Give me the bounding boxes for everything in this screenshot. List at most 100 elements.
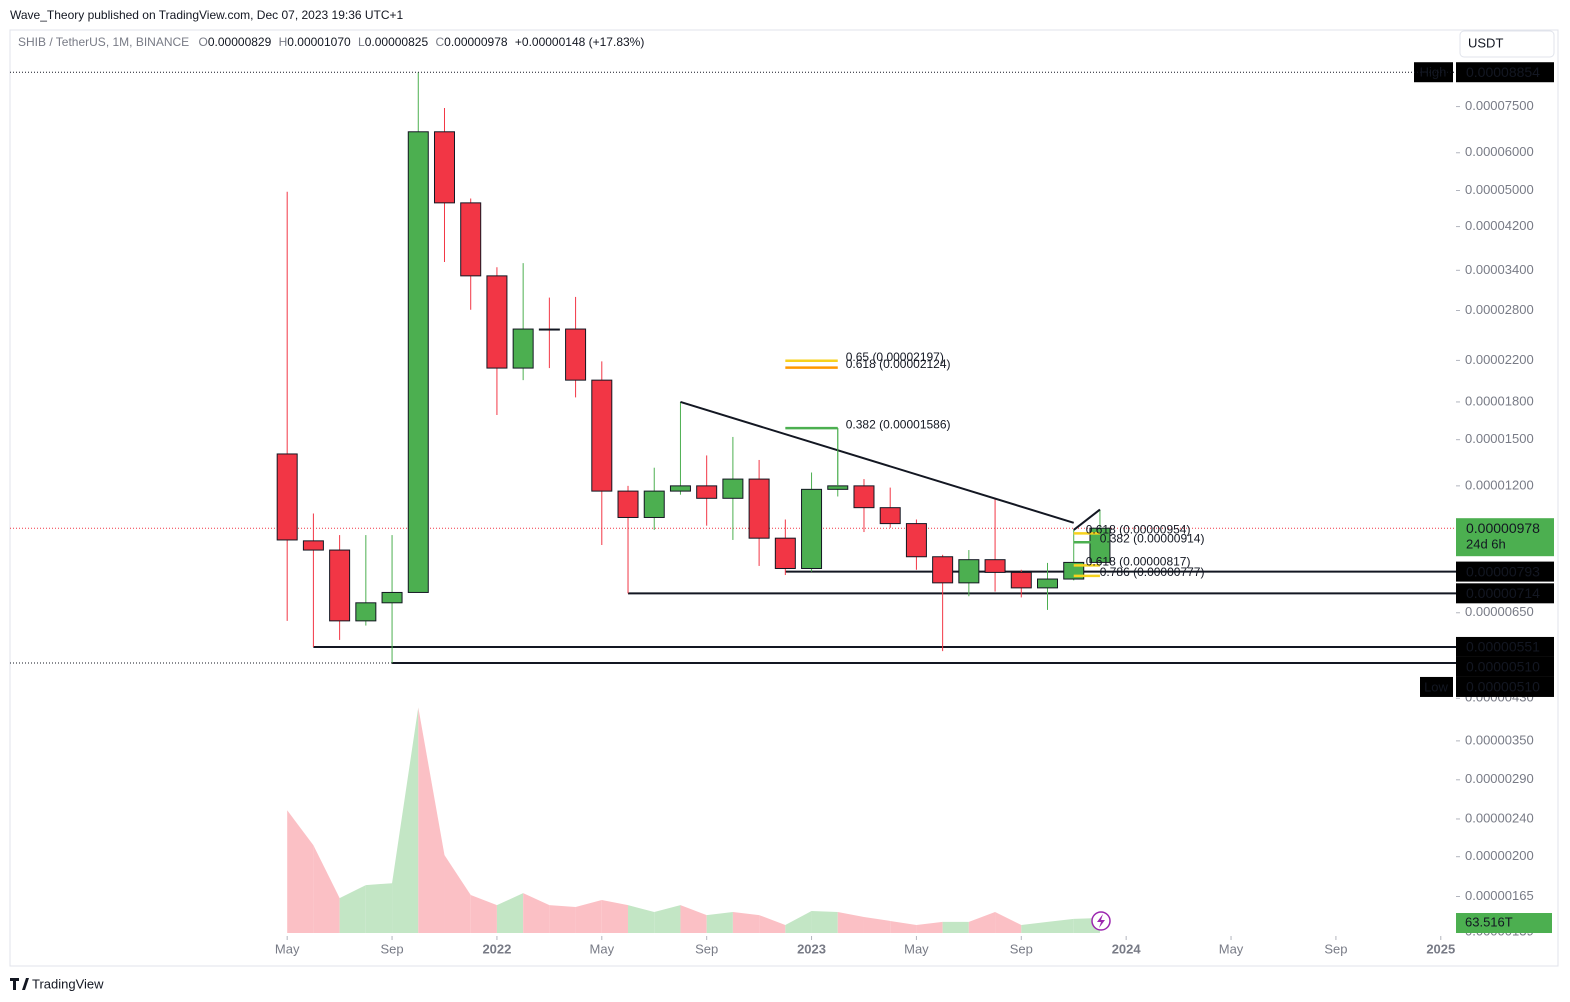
- volume-area: [785, 911, 812, 933]
- countdown: 24d 6h: [1466, 537, 1506, 552]
- chart-frame: [9, 29, 1559, 967]
- fib-label: 0.382 (0.00001586): [846, 417, 951, 431]
- h-value: 0.00001070: [287, 35, 351, 49]
- candle-body: [853, 485, 875, 509]
- x-tick-label: 2023: [797, 941, 826, 956]
- h-key: H: [279, 35, 288, 49]
- candle-body: [512, 328, 534, 369]
- volume-area: [890, 920, 917, 933]
- y-tick-label: 0.00000650: [1465, 604, 1534, 619]
- currency[interactable]: USDT: [1468, 35, 1503, 50]
- candle-body: [276, 453, 298, 541]
- candle-body: [565, 328, 587, 381]
- candle-body: [591, 379, 613, 492]
- candle-body: [905, 523, 927, 558]
- volume-area: [444, 855, 471, 933]
- x-tick-label: Sep: [380, 941, 403, 956]
- candle-body: [1037, 578, 1059, 589]
- x-tick-label: May: [1219, 941, 1244, 956]
- volume-area: [863, 916, 891, 933]
- x-tick-label: May: [275, 941, 300, 956]
- c-key: C: [435, 35, 444, 49]
- trendline: [680, 400, 1075, 524]
- candle-body: [433, 131, 455, 204]
- fib-label: 0.618 (0.00000817): [1086, 555, 1191, 569]
- volume-area: [1021, 921, 1048, 933]
- currency-button[interactable]: [1459, 30, 1555, 58]
- x-tick-label: May: [904, 941, 929, 956]
- fib-label: 0.382 (0.00000914): [1100, 531, 1205, 545]
- volume-area: [470, 895, 497, 933]
- x-tick-label: Sep: [1010, 941, 1033, 956]
- candle-body: [355, 602, 377, 622]
- volume-area: [313, 845, 340, 933]
- level-label-box: [1456, 561, 1554, 582]
- candle-body: [984, 559, 1006, 573]
- candle-body: [407, 131, 429, 593]
- x-tick-label: 2022: [482, 941, 511, 956]
- y-tick-label: 0.00005000: [1465, 182, 1534, 197]
- candle-body: [827, 485, 849, 490]
- brand: TradingView: [32, 976, 104, 991]
- symbol-line: SHIB / TetherUS, 1M, BINANCE O0.00000829…: [18, 35, 644, 49]
- l-key: L: [358, 35, 365, 49]
- volume-area: [837, 911, 864, 933]
- candle-body: [932, 556, 954, 584]
- y-tick-label: 0.00000240: [1465, 810, 1534, 825]
- fib-label: 0.786 (0.00000777): [1100, 565, 1205, 579]
- volume-area: [654, 905, 681, 933]
- candle-body: [381, 591, 403, 604]
- volume-area: [995, 911, 1022, 933]
- symbol: SHIB / TetherUS, 1M, BINANCE: [18, 35, 189, 49]
- o-value: 0.00000829: [208, 35, 272, 49]
- volume-area: [418, 707, 445, 933]
- candle-body: [329, 549, 351, 622]
- volume-area: [732, 911, 760, 933]
- y-tick-label: 0.00000165: [1465, 888, 1534, 903]
- y-tick-label: 0.00004200: [1465, 218, 1534, 233]
- candle-body: [617, 490, 639, 518]
- volume-area: [968, 911, 996, 933]
- x-tick-label: Sep: [1324, 941, 1347, 956]
- high-tag-box: [1414, 62, 1453, 83]
- volume-area: [287, 810, 314, 933]
- volume-label-box: [1456, 913, 1552, 934]
- y-tick-label: 0.00002200: [1465, 352, 1534, 367]
- volume-area: [680, 905, 707, 933]
- y-tick-label: 0.00007500: [1465, 98, 1534, 113]
- plot-area: 0.65 (0.00002197)0.618 (0.00002124) 0.382…: [10, 72, 1456, 933]
- level-label: 0.00000714: [1466, 585, 1540, 601]
- x-tick-label: 2024: [1112, 941, 1142, 956]
- volume-area: [628, 905, 655, 933]
- brand-logo: [10, 978, 29, 990]
- candle-body: [486, 275, 508, 369]
- candle-body: [1089, 527, 1111, 563]
- level-label: 0.00000793: [1466, 563, 1540, 579]
- volume-area: [601, 899, 629, 933]
- volume-area: [523, 893, 550, 933]
- volume-area: [706, 911, 733, 933]
- candle-body: [302, 540, 324, 551]
- y-tick-label: 0.00001500: [1465, 431, 1534, 446]
- y-tick-label: 0.00002800: [1465, 302, 1534, 317]
- volume-area: [339, 885, 366, 933]
- level-label-box: [1456, 656, 1554, 677]
- volume-area: [942, 921, 969, 933]
- low-tag: Low: [1424, 679, 1448, 694]
- level-label-box: [1456, 583, 1554, 604]
- last-price-box: [1456, 518, 1554, 557]
- candle-body: [722, 478, 744, 499]
- volume-area: [916, 921, 943, 933]
- x-tick-label: 2025: [1426, 941, 1455, 956]
- candle-body: [748, 478, 770, 539]
- candle-body: [538, 328, 560, 331]
- low-label-box: [1456, 676, 1554, 697]
- candle-body: [879, 507, 901, 525]
- lightning-icon: [1091, 911, 1111, 931]
- fib-label: 0.65 (0.00002197): [846, 350, 944, 364]
- x-tick-label: May: [590, 941, 615, 956]
- volume-label: 63.516T: [1465, 914, 1513, 929]
- candle-body: [801, 488, 823, 569]
- o-key: O: [199, 35, 208, 49]
- y-tick-label: 0.00000350: [1465, 732, 1534, 747]
